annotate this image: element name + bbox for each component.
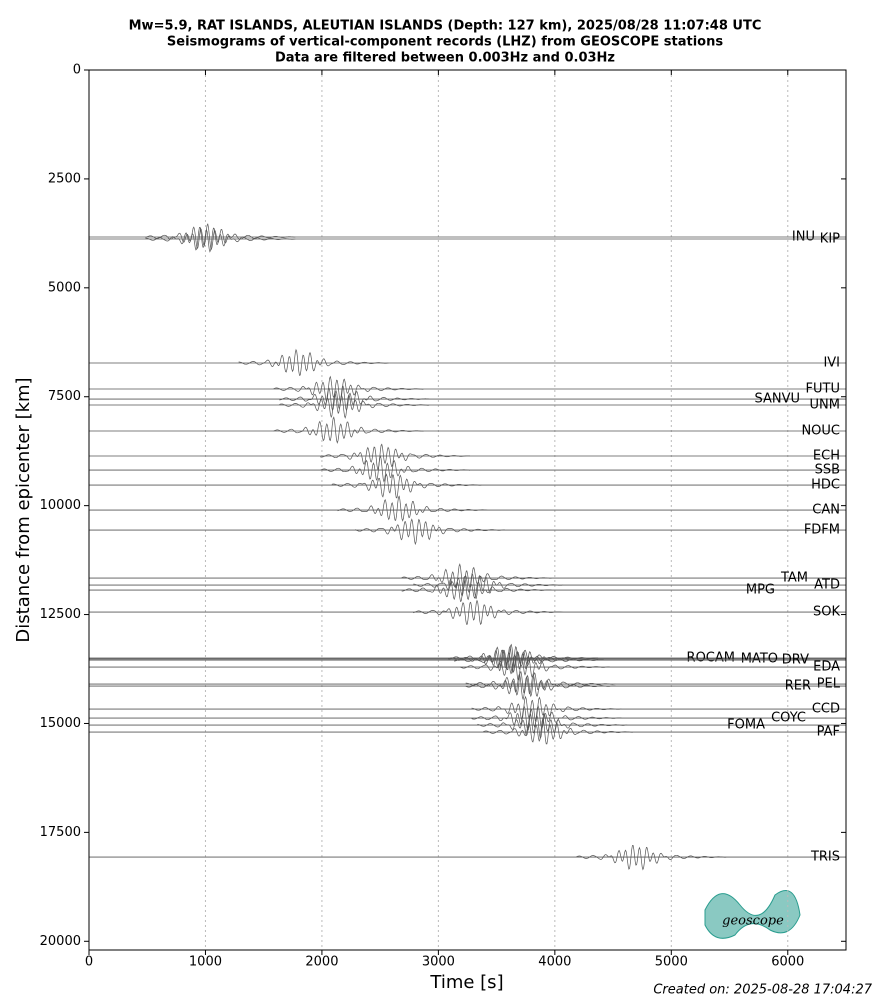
x-tick-label: 2000: [305, 955, 338, 970]
y-tick-label: 17500: [40, 825, 81, 840]
station-label: SSB: [815, 463, 840, 478]
station-label: TAM: [780, 571, 808, 586]
station-label: PAF: [817, 725, 840, 740]
trace-burst: [471, 704, 622, 731]
station-label: PEL: [817, 677, 841, 692]
trace-burst: [401, 563, 552, 591]
y-axis-label: Distance from epicenter [km]: [13, 377, 34, 642]
logo-text: geoscope: [722, 914, 784, 929]
trace-burst: [477, 713, 628, 740]
x-axis-label: Time [s]: [429, 972, 503, 993]
station-label: CCD: [812, 702, 840, 717]
trace-burst: [145, 226, 296, 253]
x-tick-label: 1000: [189, 955, 222, 970]
trace-burst: [413, 573, 564, 599]
y-tick-label: 7500: [48, 389, 81, 404]
trace-burst: [465, 673, 616, 701]
x-tick-label: 3000: [422, 955, 455, 970]
y-tick-label: 12500: [40, 607, 81, 622]
station-label: UNM: [810, 398, 840, 413]
chart-title: Mw=5.9, RAT ISLANDS, ALEUTIAN ISLANDS (D…: [129, 19, 762, 34]
logo-shape: [704, 890, 801, 939]
trace-burst: [354, 518, 505, 546]
station-label: ATD: [814, 578, 840, 593]
y-tick-label: 5000: [48, 280, 81, 295]
x-tick-label: 5000: [655, 955, 688, 970]
trace-burst: [337, 495, 488, 522]
station-label: FOMA: [727, 718, 765, 733]
station-label: TRIS: [810, 850, 840, 865]
y-tick-label: 10000: [40, 498, 81, 513]
station-label: ROCAM: [687, 651, 735, 666]
trace-burst: [331, 473, 482, 499]
trace-burst: [279, 392, 430, 419]
station-label: FUTU: [806, 382, 840, 397]
station-label: HDC: [811, 478, 840, 493]
y-tick-label: 2500: [48, 171, 81, 186]
station-label: SANVU: [754, 392, 800, 407]
station-label: EDA: [813, 660, 840, 675]
trace-burst: [401, 575, 552, 602]
station-label: COYC: [771, 711, 806, 726]
station-label: FDFM: [804, 523, 840, 538]
y-tick-label: 20000: [40, 934, 81, 949]
chart-note: Data are filtered between 0.003Hz and 0.…: [275, 51, 615, 66]
trace-burst: [273, 375, 424, 402]
station-label: KIP: [820, 232, 840, 247]
trace-burst: [238, 348, 389, 376]
trace-burst: [459, 654, 610, 681]
station-label: INU: [792, 230, 815, 245]
trace-burst: [471, 695, 622, 723]
trace-burst: [483, 717, 633, 745]
trace-burst: [279, 385, 430, 412]
trace-burst: [320, 443, 471, 470]
station-label: NOUC: [801, 424, 840, 439]
station-label: CAN: [812, 503, 840, 518]
y-tick-label: 0: [73, 63, 81, 78]
trace-burst: [413, 599, 564, 626]
x-tick-label: 6000: [771, 955, 804, 970]
trace-burst: [320, 454, 470, 483]
trace-burst: [273, 416, 424, 444]
station-label: DRV: [782, 653, 809, 668]
station-label: ECH: [813, 449, 840, 464]
trace-burst: [454, 645, 604, 674]
station-label: MPG: [746, 583, 775, 598]
trace-burst: [576, 845, 727, 871]
chart-subtitle: Seismograms of vertical-component record…: [167, 35, 723, 50]
station-label: IVI: [823, 356, 840, 371]
plot-frame: [88, 69, 847, 951]
station-label: MATO: [741, 651, 778, 666]
footer: Created on: 2025-08-28 17:04:27: [653, 983, 872, 998]
logo: geoscope: [704, 890, 801, 939]
station-label: SOK: [813, 605, 840, 620]
x-tick-label: 4000: [538, 955, 571, 970]
y-tick-label: 15000: [40, 716, 81, 731]
station-label: RER: [785, 679, 811, 694]
x-tick-label: 0: [85, 955, 93, 970]
